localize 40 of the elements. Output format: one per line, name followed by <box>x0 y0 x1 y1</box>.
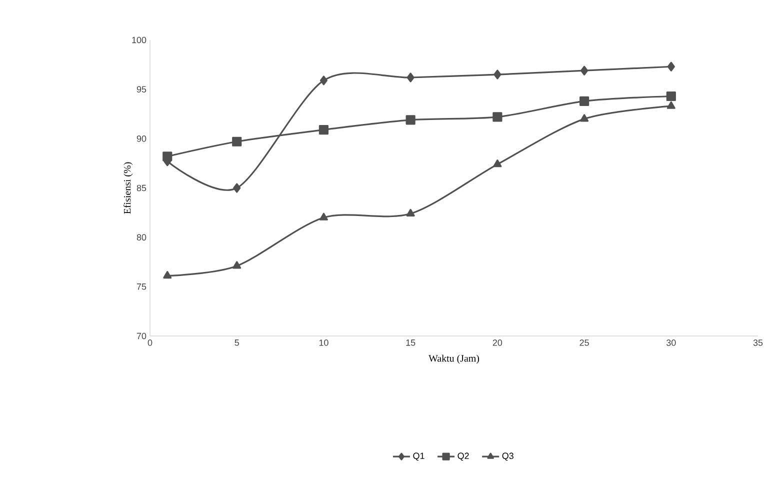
y-tick-label: 80 <box>136 234 146 241</box>
x-tick-label: 5 <box>234 340 239 346</box>
y-tick-label: 75 <box>136 284 146 290</box>
point <box>406 208 415 216</box>
point <box>666 91 676 102</box>
y-tick-label: 100 <box>132 36 146 44</box>
x-tick-label: 35 <box>753 340 763 346</box>
y-tick-label: 85 <box>136 184 146 192</box>
point <box>232 136 242 146</box>
legend-label: Q1 <box>413 452 424 461</box>
point <box>406 115 416 125</box>
point <box>666 101 676 109</box>
y-axis-title: Efisiensi (%) <box>124 162 133 214</box>
legend-label: Q3 <box>502 452 514 461</box>
point <box>233 183 241 193</box>
x-tick-label: 30 <box>666 340 676 346</box>
legend-label: Q2 <box>458 452 469 461</box>
y-tick-label: 95 <box>136 86 146 93</box>
x-tick-label: 25 <box>580 340 589 346</box>
point <box>493 160 502 168</box>
x-tick-label: 0 <box>148 340 152 346</box>
point <box>492 112 502 122</box>
x-tick-label: 15 <box>406 340 416 346</box>
point <box>320 76 328 86</box>
x-tick-label: 20 <box>492 340 502 346</box>
point <box>406 72 414 82</box>
point <box>580 114 589 122</box>
point <box>163 271 172 279</box>
point <box>162 152 172 162</box>
point <box>319 212 328 220</box>
point <box>318 124 329 135</box>
point <box>494 70 502 80</box>
x-axis-title: Waktu (Jam) <box>428 354 480 364</box>
point <box>232 261 242 269</box>
point <box>580 66 588 76</box>
point <box>579 96 590 106</box>
point <box>667 62 675 72</box>
y-tick-label: 90 <box>136 135 146 142</box>
y-tick-label: 70 <box>136 332 146 340</box>
x-tick-label: 10 <box>319 340 328 346</box>
